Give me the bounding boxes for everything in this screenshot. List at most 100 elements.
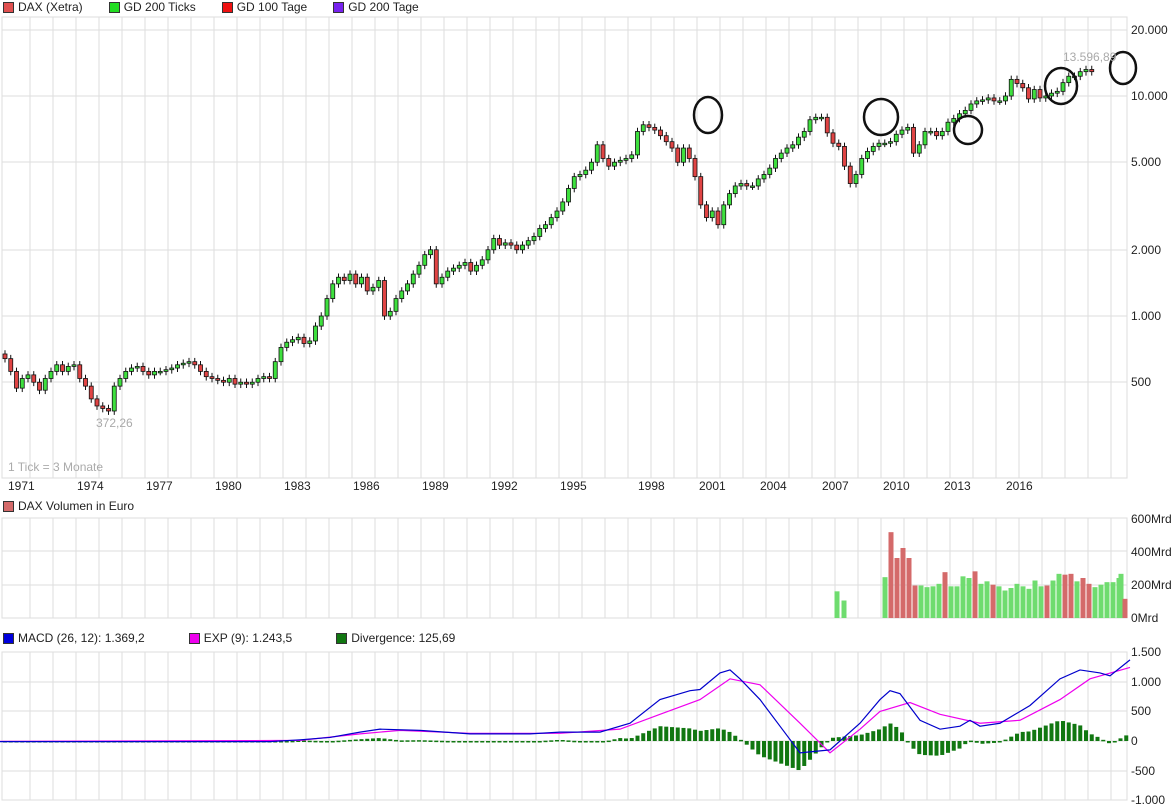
divergence-bar: [670, 727, 674, 741]
divergence-bar: [514, 741, 519, 743]
volume-swatch-icon: [3, 500, 14, 512]
divergence-bar: [336, 740, 341, 743]
candle: [1003, 92, 1008, 105]
candle: [801, 127, 807, 142]
legend-gd100-tage[interactable]: GD 100 Tage: [221, 0, 307, 14]
divergence-bar: [359, 739, 364, 741]
xtick-year: 2001: [699, 479, 726, 493]
candle: [77, 361, 83, 383]
candle: [692, 154, 698, 181]
candle: [83, 374, 88, 391]
candle: [899, 126, 905, 139]
volume-bar: [912, 585, 918, 618]
candle: [658, 126, 663, 140]
divergence-bar: [687, 728, 692, 741]
candle: [1060, 78, 1066, 96]
divergence-bar: [739, 739, 743, 742]
candle: [48, 367, 54, 383]
divergence-bar: [957, 741, 962, 749]
xtick-year: 1986: [353, 479, 380, 493]
candle: [709, 207, 715, 222]
xtick-year: 1995: [560, 479, 587, 493]
candle: [727, 189, 732, 209]
candle: [353, 270, 359, 288]
divergence-bar: [928, 741, 933, 756]
divergence-bar: [497, 741, 502, 743]
volume-bar: [1098, 584, 1104, 618]
legend-volume[interactable]: DAX Volumen in Euro: [3, 499, 134, 513]
candle: [663, 131, 669, 146]
candle: [100, 402, 106, 413]
candle: [474, 261, 479, 275]
volume-bar: [1104, 582, 1110, 618]
candle: [911, 123, 916, 158]
candle: [1083, 65, 1089, 76]
volume-bar: [834, 591, 840, 618]
ytick-macd: -500: [1131, 764, 1156, 778]
candle: [272, 357, 278, 383]
candle: [761, 170, 767, 183]
divergence-bar: [612, 739, 617, 741]
candle: [215, 374, 221, 385]
ytick-volume: 400Mrd: [1131, 545, 1172, 559]
candle: [870, 142, 876, 156]
candle: [543, 220, 548, 233]
ytick-main: 5.000: [1131, 155, 1162, 169]
candle: [548, 213, 554, 229]
volume-bar: [1020, 586, 1026, 618]
candle: [422, 250, 428, 270]
volume-bar: [1038, 586, 1044, 618]
divergence-bar: [1101, 739, 1106, 742]
divergence-bar: [658, 726, 663, 741]
candle: [721, 201, 727, 229]
candle: [675, 144, 681, 167]
volume-bar: [960, 576, 966, 618]
divergence-bar: [468, 741, 473, 743]
divergence-bar: [877, 729, 881, 741]
legend-dax-xetra[interactable]: DAX (Xetra): [3, 0, 83, 14]
candle: [134, 362, 140, 372]
divergence-bar: [1061, 721, 1065, 741]
divergence-bar: [992, 741, 996, 743]
divergence-bar: [624, 738, 628, 741]
divergence-bar: [917, 741, 922, 755]
legend-gd200-ticks[interactable]: GD 200 Ticks: [108, 0, 196, 14]
legend-macd[interactable]: MACD (26, 12): 1.369,2: [3, 631, 145, 645]
divergence-bar: [750, 741, 755, 750]
xtick-year: 1998: [638, 479, 665, 493]
candle: [439, 273, 445, 288]
divergence-bar: [1107, 741, 1111, 744]
candle: [968, 100, 974, 115]
macd-legend: MACD (26, 12): 1.369,2 EXP (9): 1.243,5 …: [3, 631, 455, 645]
divergence-bar: [808, 741, 812, 760]
candle: [629, 151, 635, 163]
candle: [359, 273, 364, 288]
xtick-year: 1992: [491, 479, 518, 493]
candle: [1020, 79, 1026, 92]
ytick-volume: 0Mrd: [1131, 611, 1159, 625]
candle: [318, 312, 324, 330]
candle: [1066, 72, 1072, 87]
candle: [876, 139, 882, 151]
candle: [790, 141, 796, 152]
volume-bar: [972, 571, 978, 618]
candle: [180, 359, 186, 369]
tick-interval-note: 1 Tick = 3 Monate: [8, 460, 104, 474]
volume-bar: [894, 558, 900, 618]
volume-bar: [954, 586, 960, 618]
legend-exp[interactable]: EXP (9): 1.243,5: [188, 631, 292, 645]
exp-swatch-icon: [188, 632, 200, 644]
candle: [491, 234, 497, 254]
divergence-bar: [1020, 731, 1025, 741]
candle: [479, 256, 485, 270]
volume-bar: [1118, 573, 1124, 618]
volume-bar: [1068, 573, 1074, 618]
dax-swatch-icon: [3, 1, 14, 13]
divergence-bar: [411, 740, 416, 742]
candle: [865, 147, 870, 163]
candle: [267, 372, 272, 383]
legend-divergence[interactable]: Divergence: 125,69: [336, 631, 455, 645]
divergence-bar: [980, 741, 985, 744]
legend-gd200-tage[interactable]: GD 200 Tage: [333, 0, 419, 14]
